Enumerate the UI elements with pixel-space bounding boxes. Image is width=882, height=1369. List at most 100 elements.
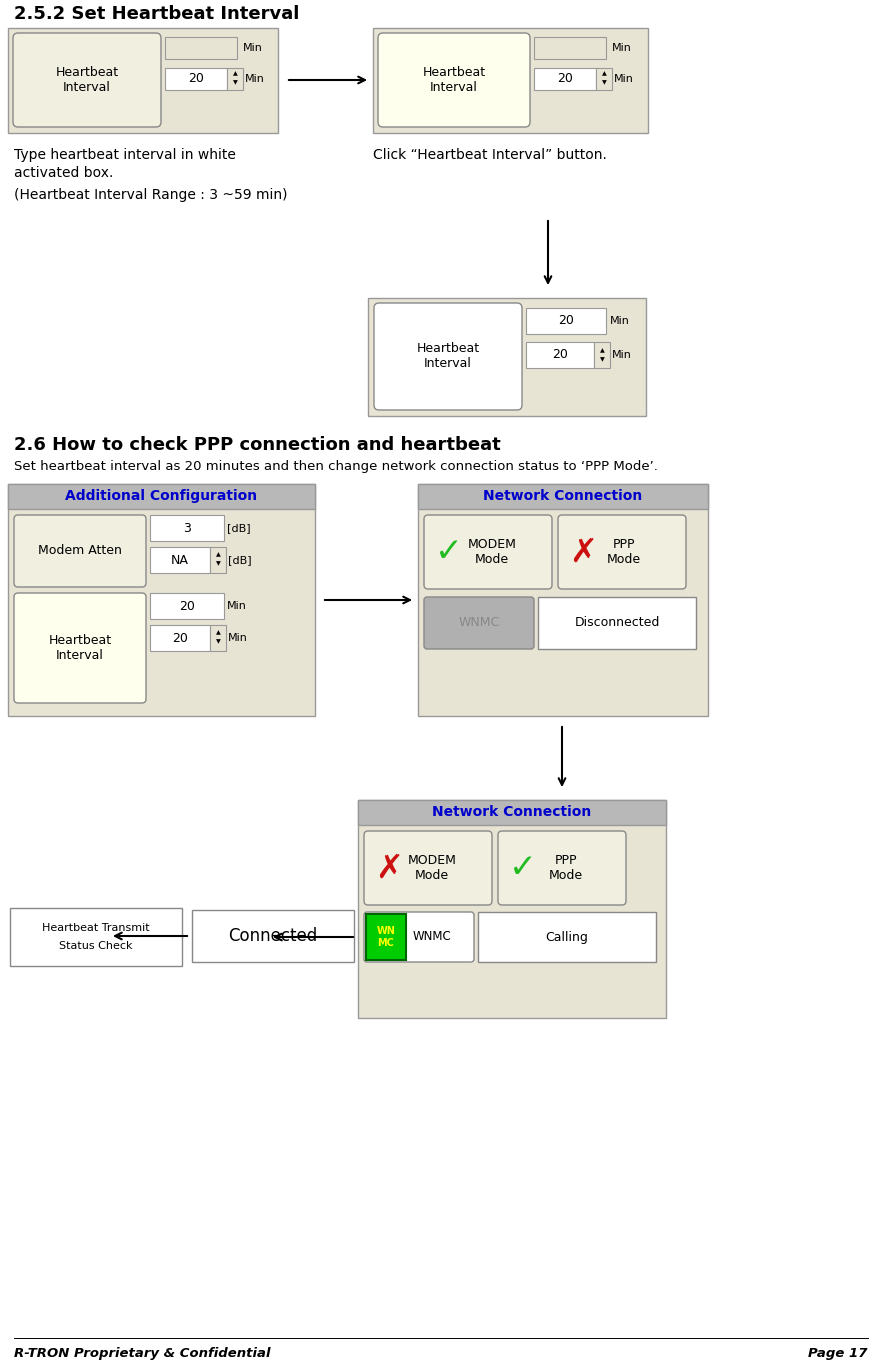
Text: Min: Min	[227, 601, 247, 611]
Bar	[418, 485, 708, 509]
Text: Status Check: Status Check	[59, 941, 133, 951]
Text: Additional Configuration: Additional Configuration	[65, 489, 257, 502]
Text: (Heartbeat Interval Range : 3 ~59 min): (Heartbeat Interval Range : 3 ~59 min)	[14, 188, 288, 203]
Text: Min: Min	[243, 42, 263, 53]
Text: 20: 20	[188, 73, 204, 85]
Text: Modem Atten: Modem Atten	[38, 545, 122, 557]
Text: Calling: Calling	[546, 931, 588, 943]
Text: ▼: ▼	[600, 357, 604, 363]
Text: Heartbeat
Interval: Heartbeat Interval	[422, 66, 486, 94]
Text: Heartbeat
Interval: Heartbeat Interval	[56, 66, 118, 94]
Text: WN
MC: WN MC	[377, 927, 395, 947]
Bar	[478, 912, 656, 962]
Text: ✗: ✗	[569, 535, 597, 568]
Text: ▲: ▲	[602, 71, 607, 77]
Text: 2.6 How to check PPP connection and heartbeat: 2.6 How to check PPP connection and hear…	[14, 435, 501, 455]
Text: Page 17: Page 17	[809, 1347, 868, 1359]
FancyBboxPatch shape	[424, 515, 552, 589]
Text: ▼: ▼	[215, 639, 220, 645]
Text: PPP
Mode: PPP Mode	[549, 854, 583, 882]
Bar	[8, 27, 278, 133]
Bar	[165, 68, 227, 90]
FancyBboxPatch shape	[14, 515, 146, 587]
FancyBboxPatch shape	[424, 597, 534, 649]
Text: Type heartbeat interval in white: Type heartbeat interval in white	[14, 148, 235, 162]
FancyBboxPatch shape	[14, 593, 146, 704]
Bar	[165, 37, 237, 59]
Text: ▲: ▲	[600, 349, 604, 353]
Text: Disconnected: Disconnected	[574, 616, 660, 630]
Text: ✓: ✓	[435, 535, 463, 568]
Text: ✓: ✓	[509, 852, 537, 884]
FancyBboxPatch shape	[364, 831, 492, 905]
Text: 20: 20	[552, 349, 568, 361]
Bar	[8, 485, 315, 716]
Text: Connected: Connected	[228, 927, 318, 945]
Bar	[150, 593, 224, 619]
Text: Network Connection: Network Connection	[483, 489, 643, 502]
Bar	[210, 548, 226, 574]
FancyBboxPatch shape	[558, 515, 686, 589]
Bar	[368, 298, 646, 416]
Text: WNMC: WNMC	[459, 616, 499, 630]
Text: ▲: ▲	[215, 631, 220, 635]
Text: ▲: ▲	[215, 553, 220, 557]
Text: ▼: ▼	[602, 81, 607, 85]
Text: 20: 20	[557, 73, 573, 85]
Text: 20: 20	[179, 600, 195, 612]
Bar	[210, 626, 226, 652]
Text: ▼: ▼	[233, 81, 237, 85]
Bar	[150, 515, 224, 541]
Bar	[227, 68, 243, 90]
Text: MODEM
Mode: MODEM Mode	[407, 854, 457, 882]
FancyBboxPatch shape	[498, 831, 626, 905]
Text: Heartbeat
Interval: Heartbeat Interval	[49, 634, 111, 663]
Text: 3: 3	[183, 522, 191, 534]
FancyBboxPatch shape	[378, 33, 530, 127]
Text: MODEM
Mode: MODEM Mode	[467, 538, 517, 565]
Text: Network Connection: Network Connection	[432, 805, 592, 819]
Text: PPP
Mode: PPP Mode	[607, 538, 641, 565]
Bar	[10, 908, 182, 967]
FancyBboxPatch shape	[13, 33, 161, 127]
Text: 20: 20	[172, 631, 188, 645]
Text: [dB]: [dB]	[228, 554, 251, 565]
Text: Heartbeat Transmit: Heartbeat Transmit	[42, 923, 150, 934]
Text: Heartbeat
Interval: Heartbeat Interval	[416, 342, 480, 370]
Bar	[366, 914, 406, 960]
Text: ▼: ▼	[215, 561, 220, 567]
FancyBboxPatch shape	[374, 303, 522, 409]
Text: Set heartbeat interval as 20 minutes and then change network connection status t: Set heartbeat interval as 20 minutes and…	[14, 460, 658, 474]
Text: activated box.: activated box.	[14, 166, 114, 179]
Text: R-TRON Proprietary & Confidential: R-TRON Proprietary & Confidential	[14, 1347, 271, 1359]
Text: WNMC: WNMC	[413, 931, 452, 943]
Bar	[534, 68, 596, 90]
Bar	[594, 342, 610, 368]
Text: Min: Min	[612, 350, 632, 360]
Bar	[358, 799, 666, 826]
Text: [dB]: [dB]	[227, 523, 250, 533]
Text: Click “Heartbeat Interval” button.: Click “Heartbeat Interval” button.	[373, 148, 607, 162]
Text: NA: NA	[171, 553, 189, 567]
Bar	[150, 548, 210, 574]
Text: Min: Min	[245, 74, 265, 84]
Bar	[534, 37, 606, 59]
Bar	[526, 342, 594, 368]
Bar	[596, 68, 612, 90]
Text: Min: Min	[228, 632, 248, 643]
Text: Min: Min	[612, 42, 632, 53]
Bar	[192, 910, 354, 962]
Bar	[150, 626, 210, 652]
Text: 20: 20	[558, 315, 574, 327]
Text: ✗: ✗	[375, 852, 403, 884]
FancyBboxPatch shape	[364, 912, 474, 962]
Text: ▲: ▲	[233, 71, 237, 77]
Text: Min: Min	[610, 316, 630, 326]
Bar	[526, 308, 606, 334]
Bar	[8, 485, 315, 509]
Bar	[358, 799, 666, 1019]
Text: 2.5.2 Set Heartbeat Interval: 2.5.2 Set Heartbeat Interval	[14, 5, 299, 23]
Text: Min: Min	[614, 74, 634, 84]
Bar	[373, 27, 648, 133]
Bar	[538, 597, 696, 649]
